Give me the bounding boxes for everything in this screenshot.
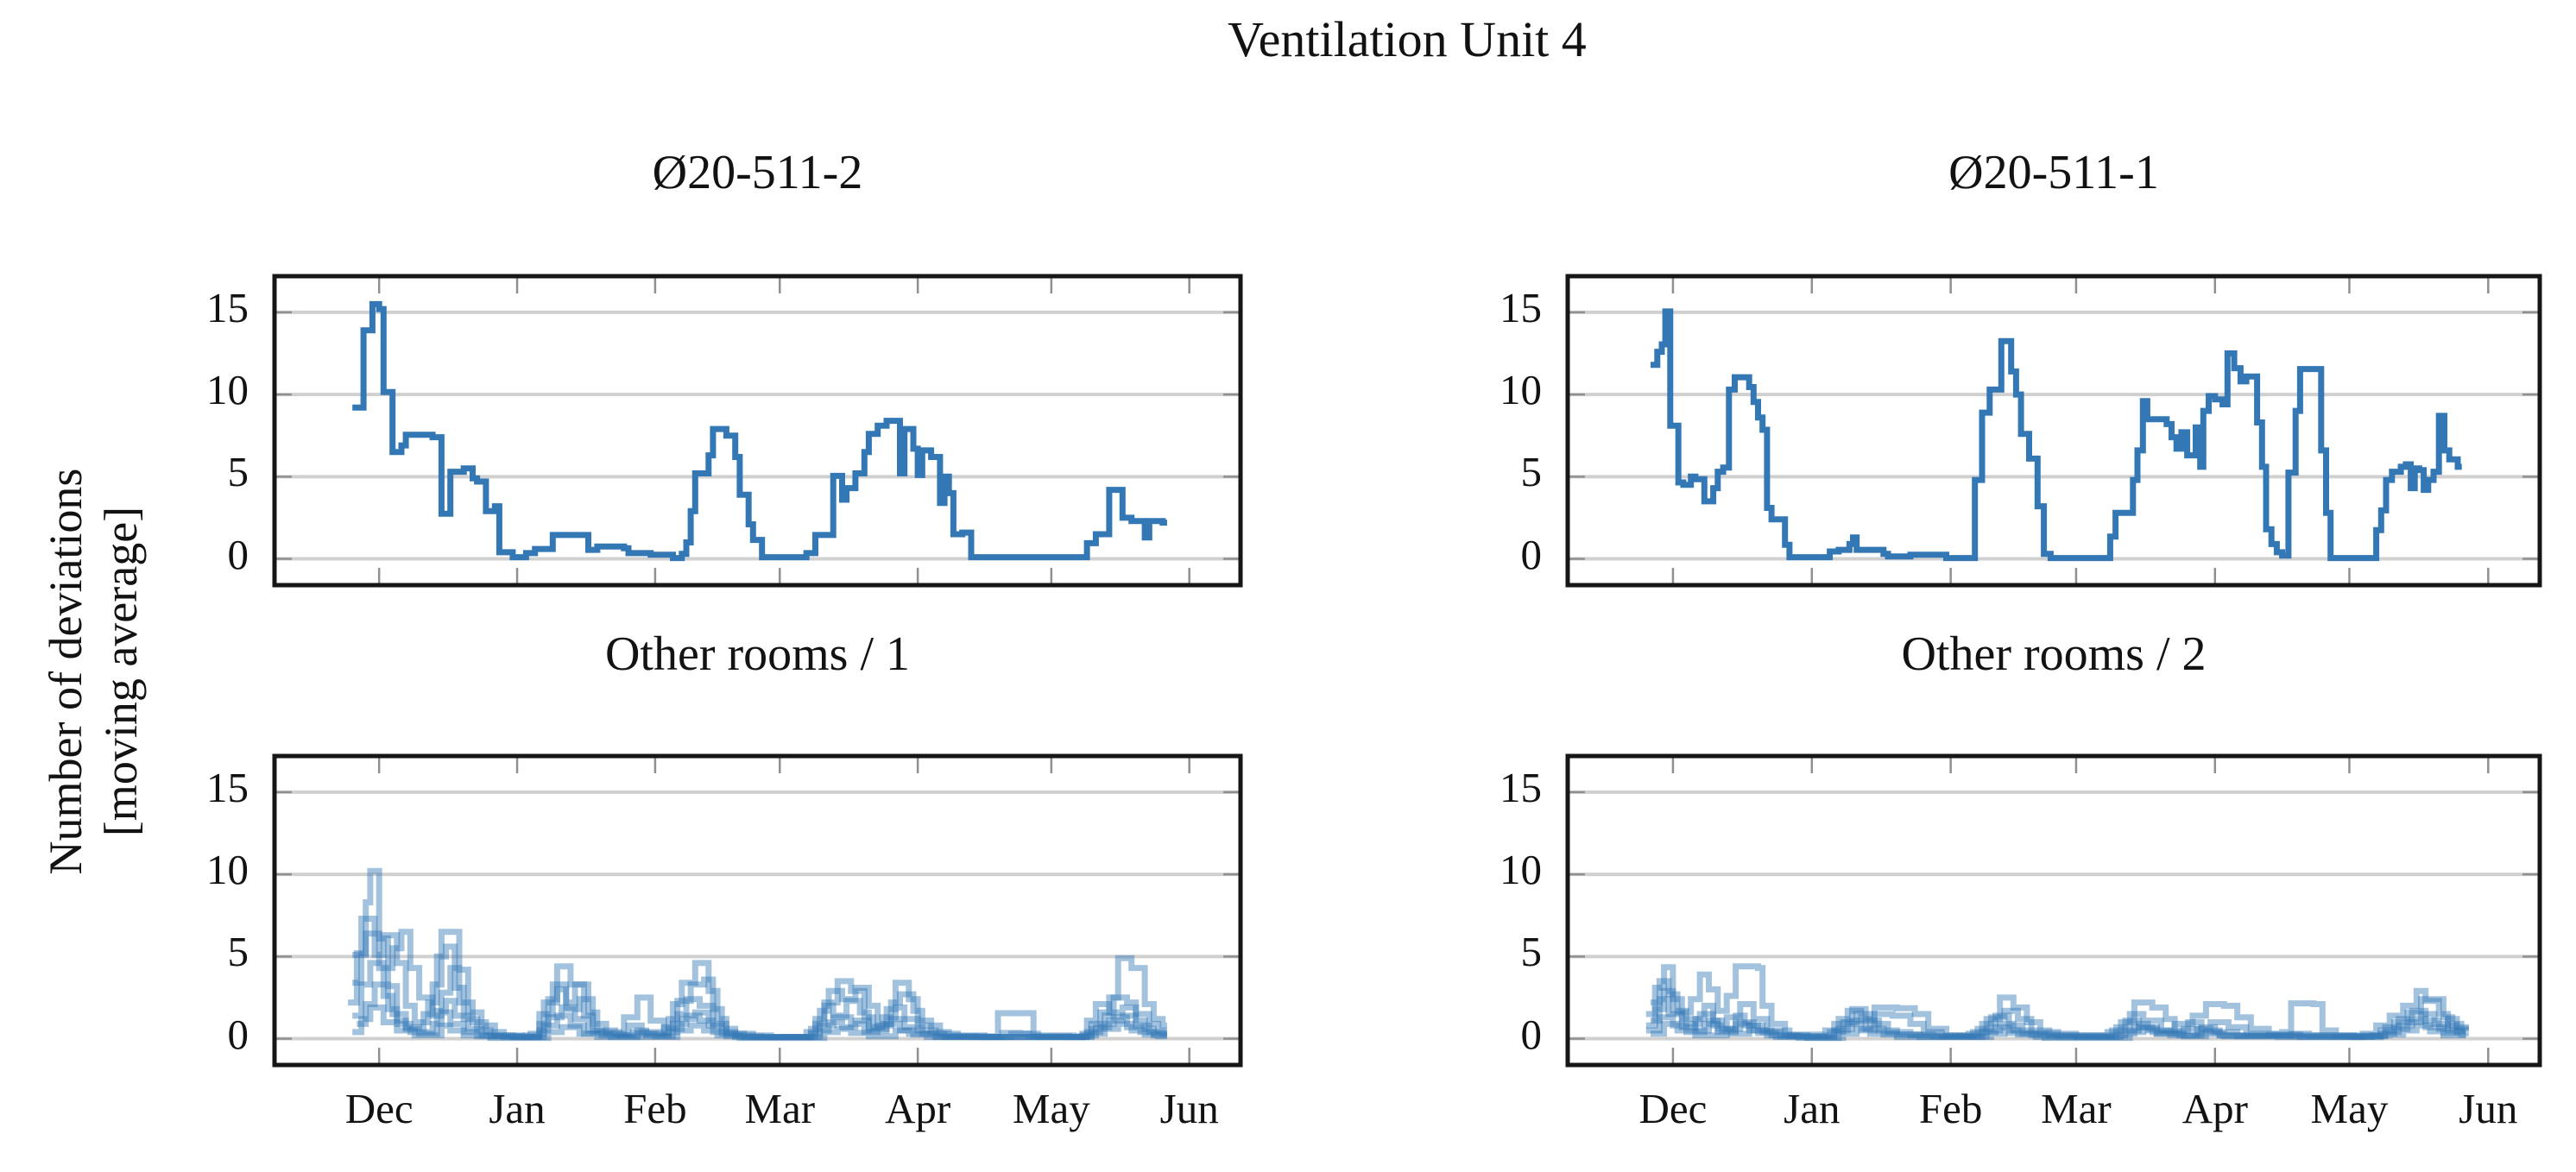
x-tick-label: Feb	[1918, 1085, 1983, 1132]
series-other-rooms-1-line-1	[348, 867, 1167, 1041]
x-tick-label: Jun	[1159, 1085, 1219, 1132]
x-tick-label: Apr	[885, 1085, 951, 1132]
y-tick-label: 15	[1500, 283, 1542, 331]
x-tick-label: Apr	[2181, 1085, 2248, 1132]
series-other-rooms-1-line-6	[352, 1004, 1167, 1042]
series-room-511-2-O20-511-2	[352, 300, 1167, 562]
subplot-title-room-511-2: Ø20-511-2	[652, 146, 863, 199]
x-tick-label: Jun	[2459, 1085, 2518, 1132]
x-tick-label: Mar	[2041, 1085, 2112, 1132]
subplot-title-other-rooms-2: Other rooms / 2	[1901, 627, 2207, 681]
figure-title: Ventilation Unit 4	[1228, 11, 1587, 67]
plot-canvas-room-511-2	[272, 274, 1243, 588]
x-tick-label: Mar	[744, 1085, 816, 1132]
series-other-rooms-1-line-3	[352, 929, 1167, 1041]
y-tick-label: 15	[1500, 763, 1542, 811]
y-tick-label: 5	[227, 448, 249, 496]
x-tick-label: Feb	[623, 1085, 687, 1132]
series-other-rooms-2-line-1	[1645, 964, 2466, 1041]
series-other-rooms-2-line-6	[1651, 1019, 2469, 1042]
plot-canvas-other-rooms-1	[272, 753, 1243, 1068]
plot-canvas-room-511-1	[1565, 274, 2542, 588]
y-tick-label: 15	[206, 763, 249, 811]
y-tick-label: 5	[1520, 928, 1543, 976]
y-tick-label: 10	[206, 366, 249, 414]
plot-canvas-other-rooms-2	[1565, 753, 2542, 1068]
x-tick-label: May	[2310, 1085, 2389, 1132]
y-tick-label: 0	[1520, 530, 1543, 578]
y-tick-label: 10	[1500, 846, 1542, 894]
x-tick-label: Jan	[489, 1085, 546, 1132]
y-tick-label: 5	[1520, 448, 1543, 496]
subplot-title-other-rooms-1: Other rooms / 1	[604, 627, 911, 681]
series-other-rooms-1-line-2	[352, 916, 1167, 1041]
x-tick-label: Dec	[344, 1085, 414, 1132]
series-other-rooms-2-line-3	[1645, 987, 2469, 1041]
series-other-rooms-1-line-4	[352, 960, 1167, 1041]
subplot-title-room-511-1: Ø20-511-1	[1948, 146, 2159, 199]
y-tick-label: 10	[1500, 366, 1542, 414]
series-other-rooms-2-line-4	[1651, 996, 2469, 1041]
y-tick-label: 10	[206, 846, 249, 894]
y-tick-label: 15	[206, 283, 249, 331]
y-tick-label: 0	[1520, 1010, 1543, 1058]
x-tick-label: Dec	[1638, 1085, 1708, 1132]
series-room-511-1-O20-511-1	[1651, 308, 2462, 562]
y-tick-label: 0	[227, 530, 249, 578]
series-other-rooms-2-line-5	[1645, 1011, 2466, 1042]
y-tick-label: 0	[227, 1010, 249, 1058]
x-tick-label: May	[1012, 1085, 1090, 1132]
series-other-rooms-2-line-2	[1651, 963, 2469, 1041]
y-tick-label: 5	[227, 928, 249, 976]
x-tick-label: Jan	[1784, 1085, 1840, 1132]
series-other-rooms-1-line-5	[357, 981, 1167, 1041]
